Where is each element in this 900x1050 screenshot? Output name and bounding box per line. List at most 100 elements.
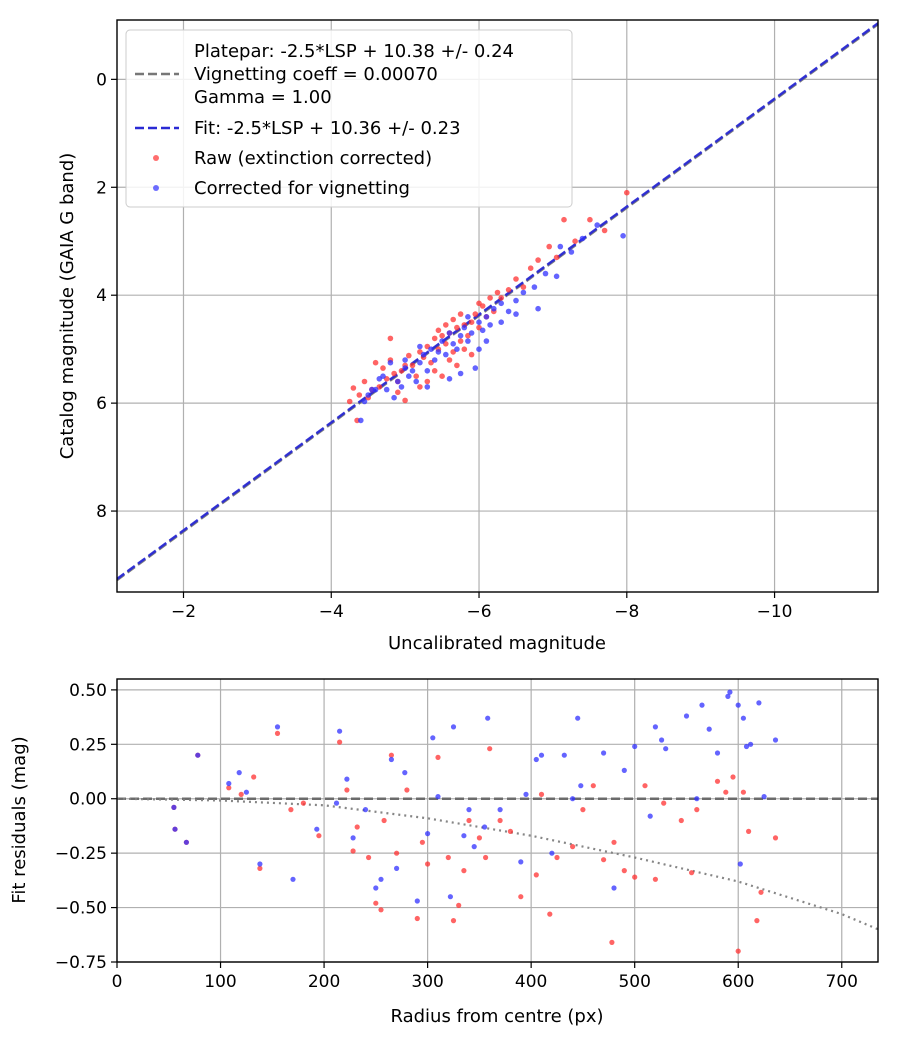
top-corrected-point: [428, 346, 434, 353]
top-raw-point: [431, 335, 438, 342]
bottom-raw-point: [723, 789, 729, 795]
bottom-raw-point: [547, 911, 553, 917]
bottom-corrected-point: [257, 861, 263, 867]
bottom-raw-point: [419, 839, 425, 845]
top-corrected-point: [498, 300, 505, 307]
top-raw-point: [380, 365, 386, 371]
top-corrected-point: [542, 270, 549, 277]
top-corrected-point: [358, 417, 364, 424]
bottom-corrected-point: [171, 804, 177, 811]
bottom-corrected-point: [497, 807, 503, 813]
top-x-tick-label: −4: [319, 602, 344, 622]
top-raw-point: [487, 295, 493, 301]
top-raw-point: [454, 362, 460, 369]
top-corrected-point: [487, 322, 493, 328]
legend-raw-label: Raw (extinction corrected): [194, 148, 432, 169]
top-raw-point: [431, 368, 438, 374]
top-raw-point: [454, 324, 460, 331]
top-corrected-point: [531, 284, 538, 290]
top-corrected-point: [424, 384, 431, 390]
bottom-raw-point: [300, 800, 306, 806]
top-raw-point: [372, 359, 379, 366]
top-corrected-point: [483, 338, 490, 344]
bottom-corrected-point: [575, 715, 581, 721]
top-y-tick-label: 2: [96, 178, 107, 198]
bottom-raw-point: [354, 824, 360, 830]
top-x-tick-label: −6: [466, 602, 491, 622]
bottom-corrected-point: [450, 724, 457, 730]
bottom-x-tick-label: 400: [515, 972, 547, 992]
bottom-raw-point: [414, 915, 420, 922]
bottom-raw-point: [394, 850, 400, 856]
bottom-raw-point: [238, 791, 244, 798]
bottom-y-tick-label: −0.75: [55, 953, 107, 973]
top-raw-point: [350, 385, 357, 391]
bottom-y-tick-label: 0.00: [69, 790, 107, 810]
bottom-raw-point: [632, 874, 638, 880]
residuals-plot: 0 100 200 300 400 500 600 700 0.50 0.25 0.00 −0.25 −…: [9, 678, 879, 1027]
bottom-raw-point: [580, 807, 586, 813]
top-corrected-point: [361, 398, 368, 405]
bottom-raw-point: [337, 739, 343, 745]
bottom-raw-point: [570, 844, 576, 850]
top-raw-point: [413, 373, 420, 380]
bottom-axis-ticks: 0 100 200 300 400 500 600 700 0.50 0.25 0.00 −0.25 −…: [55, 681, 858, 992]
top-axis-ticks: −2 −4 −6 −8 −10 0 2 4 6 8: [96, 70, 792, 622]
top-corrected-point: [483, 314, 490, 320]
bottom-raw-point: [288, 807, 294, 813]
top-corrected-point: [472, 365, 479, 371]
bottom-raw-point: [425, 861, 431, 867]
top-corrected-point: [417, 359, 423, 366]
bottom-corrected-point: [243, 789, 249, 795]
bottom-x-tick-label: 300: [411, 972, 443, 992]
bottom-corrected-point: [314, 826, 320, 832]
legend-raw-marker: [153, 155, 159, 161]
bottom-corrected-point: [699, 702, 705, 708]
bottom-raw-point: [497, 817, 503, 824]
bottom-scatter-points: [171, 689, 779, 954]
top-raw-point: [572, 238, 578, 244]
bottom-corrected-point: [706, 726, 712, 732]
top-plot-frame: [116, 19, 879, 593]
top-corrected-point: [568, 249, 575, 255]
bottom-corrected-point: [727, 689, 733, 695]
top-corrected-point: [465, 338, 471, 344]
top-corrected-point: [461, 324, 468, 331]
top-corrected-point: [402, 365, 408, 371]
bottom-corrected-point: [447, 894, 453, 900]
bottom-corrected-point: [482, 824, 488, 830]
top-corrected-point: [465, 314, 471, 320]
bottom-raw-point: [533, 872, 539, 878]
top-corrected-point: [443, 351, 449, 358]
bottom-raw-point: [642, 783, 648, 789]
bottom-raw-point: [772, 835, 779, 841]
bottom-raw-point: [316, 833, 322, 839]
top-corrected-point: [535, 305, 541, 312]
top-corrected-point: [413, 378, 420, 385]
bottom-corrected-point: [378, 876, 384, 882]
legend-platepar-label-line3: Gamma = 1.00: [194, 87, 332, 108]
top-raw-point: [513, 276, 519, 282]
top-corrected-point: [372, 386, 379, 393]
bottom-raw-point: [274, 730, 281, 737]
top-corrected-point: [365, 392, 372, 398]
top-raw-point: [446, 357, 453, 363]
bottom-corrected-point: [561, 752, 567, 758]
bottom-plot-frame: [116, 678, 879, 963]
top-corrected-point: [424, 368, 431, 374]
legend-corrected-label: Corrected for vignetting: [194, 178, 410, 199]
top-raw-point: [424, 378, 431, 385]
top-corrected-point: [417, 343, 423, 350]
top-raw-point: [601, 227, 608, 234]
top-corrected-point: [468, 330, 475, 336]
top-y-tick-label: 6: [96, 394, 107, 414]
top-corrected-point: [498, 319, 505, 326]
bottom-raw-point: [754, 918, 760, 924]
bottom-raw-point: [518, 894, 524, 900]
bottom-corrected-point: [350, 835, 356, 841]
top-scatter-points: [346, 189, 630, 424]
bottom-y-axis-label: Fit residuals (mag): [9, 736, 30, 903]
bottom-raw-point: [714, 778, 721, 784]
bottom-reference-lines: [116, 797, 879, 931]
